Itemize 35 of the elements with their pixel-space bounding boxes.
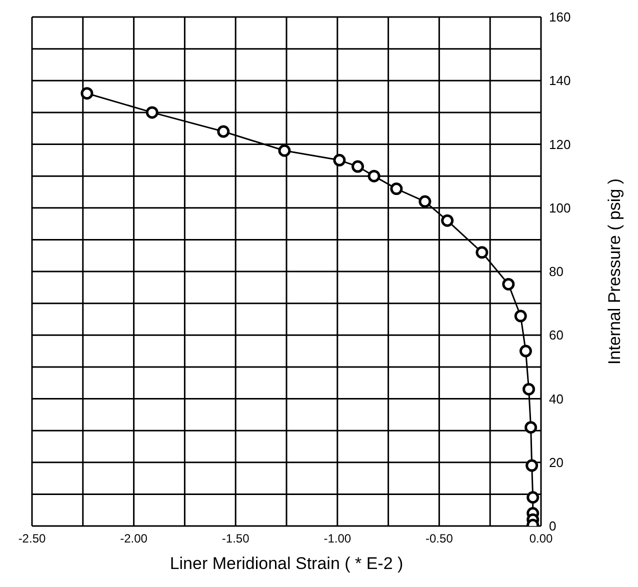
- x-tick-label: -2.00: [120, 532, 148, 546]
- point: [368, 170, 380, 182]
- y-tick-label: 20: [549, 454, 564, 470]
- point: [524, 421, 538, 434]
- point: [514, 310, 527, 322]
- x-tick-label: -1.50: [222, 532, 250, 546]
- point: [390, 182, 403, 196]
- y-tick-label: 120: [549, 136, 571, 152]
- point: [522, 382, 536, 396]
- point: [278, 144, 291, 157]
- y-tick-label: 60: [549, 328, 564, 343]
- y-tick-label: 140: [549, 73, 571, 88]
- x-tick-label: -0.50: [426, 532, 454, 546]
- y-axis-title: Internal Pressure ( psig ): [605, 178, 624, 365]
- point: [333, 154, 346, 166]
- x-tick-label: 0.00: [529, 532, 553, 546]
- x-tick-label: -2.50: [18, 532, 46, 546]
- point: [418, 195, 432, 208]
- point: [146, 106, 158, 119]
- y-tick-label: 0: [549, 518, 556, 534]
- point: [526, 491, 540, 504]
- y-tick-label: 80: [549, 264, 564, 280]
- point: [519, 344, 532, 358]
- point: [526, 459, 538, 472]
- y-tick-label: 40: [549, 391, 564, 406]
- point: [217, 125, 230, 138]
- point: [80, 87, 94, 100]
- point: [502, 278, 515, 290]
- point: [441, 214, 454, 227]
- x-axis-title: Liner Meridional Strain ( * E-2 ): [170, 554, 404, 573]
- x-tick-label: -1.00: [324, 532, 352, 546]
- point: [476, 246, 488, 259]
- y-tick-label: 160: [549, 10, 571, 25]
- point: [352, 160, 364, 173]
- y-tick-label: 100: [549, 200, 571, 216]
